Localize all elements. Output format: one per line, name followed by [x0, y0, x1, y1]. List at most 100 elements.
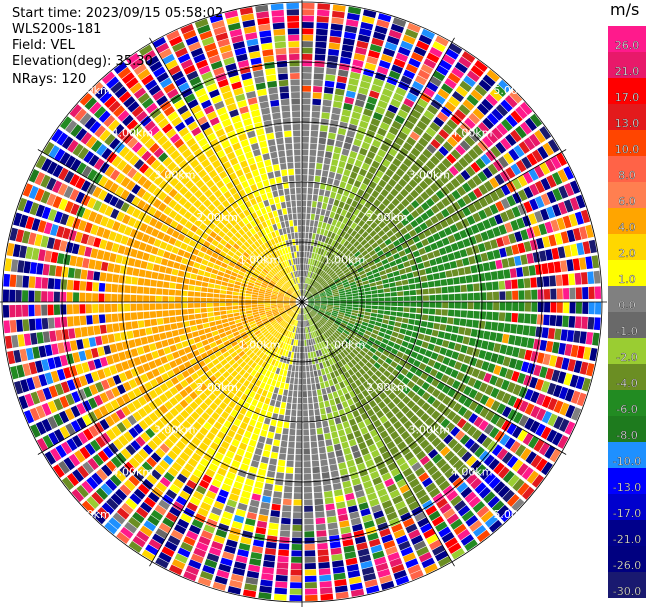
velocity-gate — [388, 147, 398, 157]
velocity-gate — [425, 267, 433, 275]
velocity-gate — [341, 401, 349, 409]
velocity-gate — [396, 478, 407, 488]
velocity-gate — [242, 371, 250, 379]
velocity-gate — [476, 103, 489, 116]
velocity-gate — [362, 318, 370, 323]
velocity-gate — [337, 236, 343, 243]
velocity-gate — [394, 183, 403, 193]
velocity-gate — [444, 450, 455, 462]
velocity-gate — [564, 421, 576, 436]
velocity-gate — [367, 532, 379, 541]
velocity-gate — [321, 170, 329, 178]
velocity-gate — [457, 353, 466, 362]
velocity-gate — [563, 166, 574, 180]
velocity-gate — [66, 292, 73, 302]
velocity-gate — [239, 407, 248, 416]
velocity-gate — [298, 378, 302, 385]
velocity-gate — [161, 546, 175, 558]
velocity-gate — [483, 180, 494, 192]
velocity-gate — [318, 349, 323, 356]
velocity-gate — [393, 387, 402, 396]
velocity-gate — [235, 365, 243, 373]
velocity-gate — [556, 288, 563, 300]
velocity-gate — [322, 420, 329, 428]
velocity-gate — [425, 505, 438, 516]
velocity-gate — [421, 282, 429, 289]
velocity-gate — [477, 171, 488, 183]
velocity-gate — [496, 504, 510, 518]
velocity-gate — [291, 544, 302, 551]
velocity-gate — [151, 326, 159, 334]
velocity-gate — [461, 218, 470, 228]
velocity-gate — [318, 320, 323, 327]
velocity-gate — [320, 118, 329, 126]
velocity-gate — [549, 315, 557, 326]
velocity-gate — [450, 177, 461, 188]
velocity-gate — [334, 355, 340, 362]
velocity-gate — [317, 312, 323, 317]
velocity-gate — [270, 299, 277, 301]
velocity-gate — [329, 425, 337, 433]
velocity-gate — [182, 485, 194, 495]
velocity-gate — [383, 333, 391, 340]
velocity-gate — [312, 194, 318, 202]
velocity-gate — [485, 149, 497, 162]
velocity-gate — [554, 232, 563, 245]
velocity-gate — [302, 346, 305, 353]
velocity-gate — [521, 466, 534, 480]
velocity-gate — [390, 98, 401, 108]
velocity-gate — [456, 372, 465, 382]
velocity-gate — [392, 158, 402, 167]
velocity-gate — [457, 267, 465, 276]
velocity-gate — [508, 334, 516, 345]
velocity-gate — [474, 446, 485, 458]
velocity-gate — [105, 314, 112, 323]
velocity-gate — [279, 341, 284, 349]
velocity-gate — [444, 101, 457, 113]
velocity-gate — [104, 304, 112, 313]
velocity-gate — [474, 482, 487, 495]
velocity-gate — [363, 453, 372, 462]
velocity-gate — [536, 276, 544, 288]
velocity-gate — [423, 260, 431, 268]
velocity-gate — [376, 335, 384, 342]
velocity-gate — [143, 311, 150, 319]
velocity-gate — [382, 47, 396, 58]
velocity-gate — [324, 266, 330, 273]
velocity-gate — [420, 412, 430, 423]
velocity-gate — [243, 379, 250, 388]
velocity-gate — [9, 289, 16, 302]
velocity-gate — [211, 268, 219, 275]
velocity-gate — [232, 295, 239, 299]
velocity-gate — [552, 188, 563, 202]
velocity-gate — [354, 159, 363, 168]
velocity-gate — [280, 327, 285, 334]
velocity-gate — [234, 373, 242, 381]
velocity-gate — [155, 303, 162, 310]
velocity-gate — [517, 429, 528, 442]
velocity-gate — [349, 150, 358, 159]
velocity-gate — [344, 363, 351, 371]
velocity-gate — [504, 437, 516, 450]
velocity-gate — [313, 86, 323, 93]
velocity-gate — [28, 304, 35, 317]
velocity-gate — [373, 257, 381, 264]
velocity-gate — [400, 430, 411, 440]
velocity-gate — [34, 290, 41, 302]
velocity-gate — [579, 257, 587, 270]
velocity-gate — [429, 76, 442, 87]
velocity-gate — [407, 356, 416, 365]
velocity-gate — [231, 362, 239, 370]
velocity-gate — [439, 59, 453, 71]
velocity-gate — [420, 275, 428, 282]
velocity-gate — [269, 327, 275, 334]
velocity-gate — [470, 89, 483, 102]
velocity-gate — [134, 259, 142, 268]
velocity-gate — [311, 325, 315, 332]
velocity-gate — [231, 386, 239, 395]
velocity-gate — [351, 185, 359, 194]
velocity-gate — [550, 219, 560, 232]
velocity-gate — [220, 461, 230, 471]
velocity-gate — [468, 413, 479, 424]
velocity-gate — [402, 517, 415, 528]
